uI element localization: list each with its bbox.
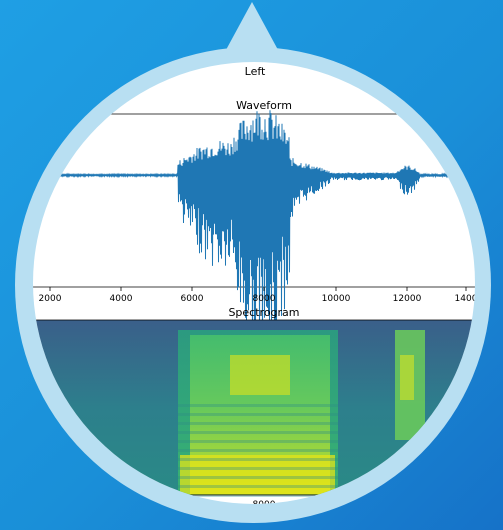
spectrogram-harmonic [178, 440, 338, 443]
waveform-x-tick-label: 2000 [39, 294, 62, 304]
waveform-x-tick-label: 10000 [322, 294, 351, 304]
waveform-plot: Waveform 2000 4000 6000 8000 10000 12000 1400 [33, 99, 475, 366]
spectrogram-harmonic [178, 485, 338, 488]
waveform-line [33, 110, 475, 366]
waveform-x-tick-label: 4000 [110, 294, 133, 304]
waveform-x-tick-label: 1400 [455, 294, 475, 304]
spectrogram-harmonic [178, 413, 338, 416]
spectrogram-low-band [180, 455, 335, 495]
waveform-x-tick-label: 8000 [253, 294, 276, 304]
spectrogram-formant [230, 355, 290, 395]
spectrogram-harmonic [178, 431, 338, 434]
spectrogram-burst-core [400, 355, 414, 400]
spectrogram-harmonic [178, 404, 338, 407]
spectrogram-harmonic [178, 449, 338, 452]
spectrogram-x-tick-label: 6000 [181, 500, 204, 504]
waveform-x-tick-label: 12000 [393, 294, 422, 304]
spectrogram-x-tick-label: 8000 [253, 500, 276, 504]
spectrogram-harmonic [178, 476, 338, 479]
waveform-title: Waveform [236, 99, 292, 112]
channel-label: Left [245, 65, 266, 78]
spectrogram-harmonic [178, 422, 338, 425]
spectrogram-harmonic [178, 467, 338, 470]
waveform-x-tick-label: 6000 [181, 294, 204, 304]
spectrogram-plot: Spectrogram 6000 8000 10 [33, 306, 475, 504]
spectrogram-energy [178, 330, 425, 497]
spectrogram-harmonic [178, 494, 338, 497]
spectrogram-title: Spectrogram [228, 306, 299, 319]
magnifier-lens: Left Waveform 2000 4000 6000 8000 10000 12000… [33, 62, 475, 504]
spectrogram-x-tick-label: 10 [324, 500, 336, 504]
spectrogram-harmonic [178, 458, 338, 461]
